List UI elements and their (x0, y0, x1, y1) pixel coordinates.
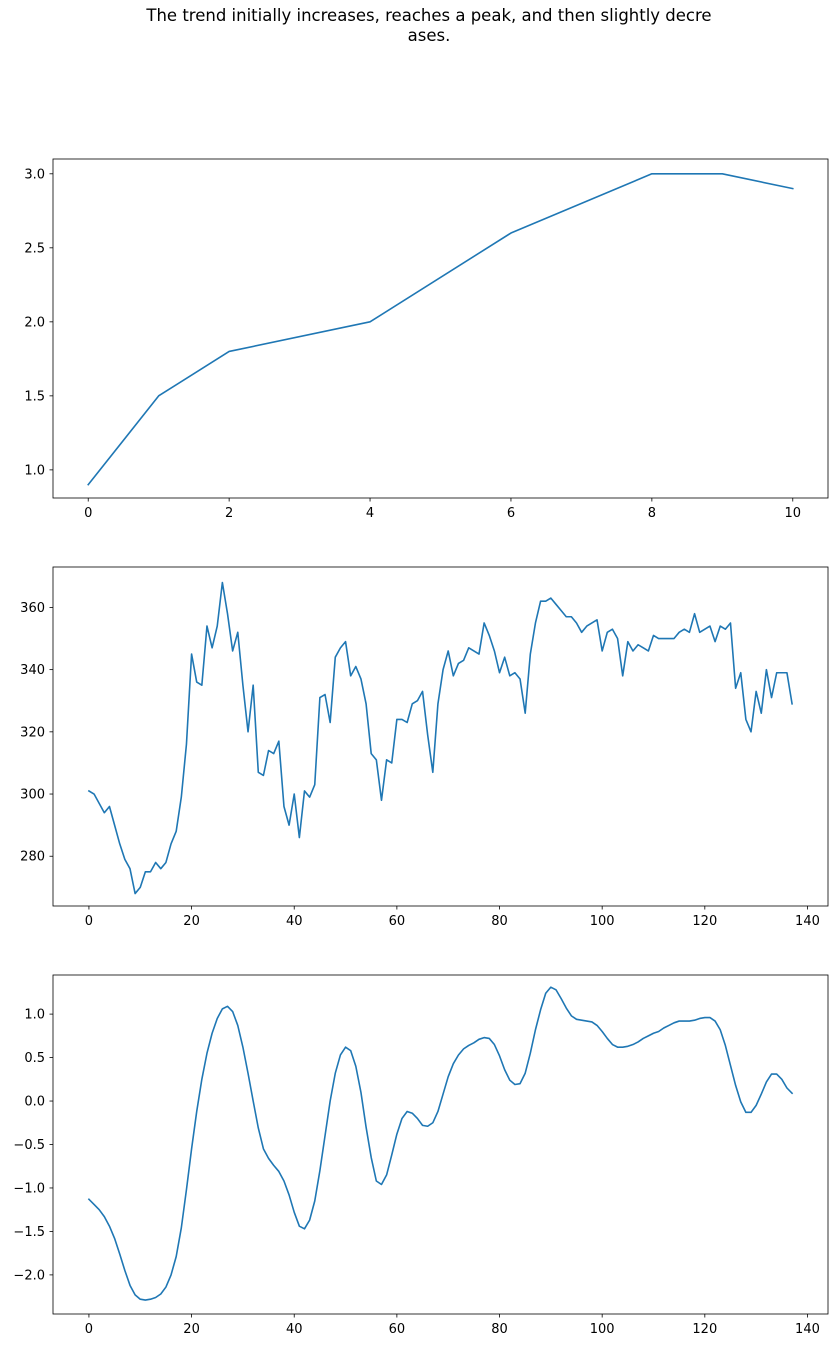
series-line (87, 581, 793, 895)
axes-frame (52, 158, 829, 499)
y-tick-label: −1.5 (13, 1225, 45, 1240)
y-tick-label: −0.5 (13, 1138, 45, 1153)
y-tick-label: 2.0 (24, 315, 45, 330)
x-tick-label: 2 (225, 506, 233, 521)
subplot-1: 0 2 4 6 8 10 1.0 1.5 2.0 2.5 3.0 (24, 158, 829, 521)
x-tick-label: 0 (84, 506, 92, 521)
x-tick-label: 120 (692, 914, 717, 929)
x-tick-label: 40 (286, 1322, 303, 1337)
axes-frame (52, 566, 829, 907)
x-tick-label: 100 (590, 1322, 615, 1337)
x-tick-label: 140 (795, 914, 820, 929)
y-tick-label: 0.0 (24, 1095, 45, 1110)
x-tick-label: 40 (286, 914, 303, 929)
y-tick-label: −1.0 (13, 1181, 45, 1196)
x-tick-label: 0 (85, 1322, 93, 1337)
y-tick-label: 1.0 (24, 463, 45, 478)
y-tick-label: 320 (20, 725, 45, 740)
x-tick-label: 100 (590, 914, 615, 929)
series-line (87, 986, 794, 1301)
subplot-3: 0 20 40 60 80 100 120 140 −2.0 −1.5 −1.0 −0.5 0.0 0.5… (13, 974, 829, 1337)
y-tick-label: −2.0 (13, 1268, 45, 1283)
x-tick-label: 10 (784, 506, 801, 521)
x-tick-label: 140 (795, 1322, 820, 1337)
x-tick-label: 60 (389, 914, 406, 929)
x-tick-label: 60 (389, 1322, 406, 1337)
y-tick-label: 2.5 (24, 241, 45, 256)
y-tick-label: 3.0 (24, 167, 45, 182)
x-tick-label: 20 (183, 914, 200, 929)
x-tick-label: 0 (85, 914, 93, 929)
y-tick-label: 300 (20, 788, 45, 803)
subplot-2: 0 20 40 60 80 100 120 140 280 300 320 340 360 (20, 566, 829, 929)
figure-title-line-2: ases. (407, 26, 451, 45)
x-tick-label: 8 (648, 506, 656, 521)
x-tick-label: 4 (366, 506, 374, 521)
x-tick-label: 80 (491, 914, 508, 929)
x-tick-label: 6 (507, 506, 515, 521)
y-tick-label: 0.5 (24, 1051, 45, 1066)
figure-title-line-1: The trend initially increases, reaches a… (146, 6, 712, 25)
y-tick-label: 1.5 (24, 389, 45, 404)
series-line (87, 173, 794, 486)
y-tick-label: 340 (20, 663, 45, 678)
x-tick-label: 20 (183, 1322, 200, 1337)
x-tick-label: 120 (692, 1322, 717, 1337)
figure-title: The trend initially increases, reaches a… (0, 6, 838, 46)
x-tick-label: 80 (491, 1322, 508, 1337)
y-tick-label: 280 (20, 850, 45, 865)
y-tick-label: 1.0 (24, 1008, 45, 1023)
axes-frame (52, 974, 829, 1315)
y-tick-label: 360 (20, 601, 45, 616)
